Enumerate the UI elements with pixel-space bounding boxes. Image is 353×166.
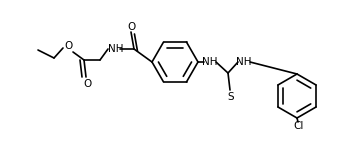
Text: O: O xyxy=(64,41,72,51)
Text: O: O xyxy=(127,22,135,32)
Text: NH: NH xyxy=(202,57,218,67)
Text: Cl: Cl xyxy=(294,121,304,131)
Text: S: S xyxy=(228,92,234,102)
Text: O: O xyxy=(83,79,91,89)
Text: NH: NH xyxy=(108,44,124,54)
Text: NH: NH xyxy=(236,57,252,67)
